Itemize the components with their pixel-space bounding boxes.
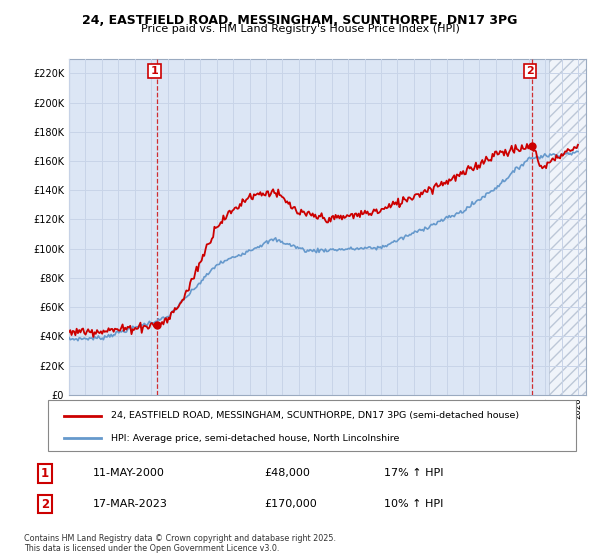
Text: 10% ↑ HPI: 10% ↑ HPI <box>384 499 443 509</box>
Text: 2: 2 <box>526 66 533 76</box>
Text: 1: 1 <box>41 466 49 480</box>
Text: Contains HM Land Registry data © Crown copyright and database right 2025.
This d: Contains HM Land Registry data © Crown c… <box>24 534 336 553</box>
FancyBboxPatch shape <box>48 400 576 451</box>
Text: 17-MAR-2023: 17-MAR-2023 <box>93 499 168 509</box>
Bar <box>549 59 600 395</box>
Text: 17% ↑ HPI: 17% ↑ HPI <box>384 468 443 478</box>
Text: Price paid vs. HM Land Registry's House Price Index (HPI): Price paid vs. HM Land Registry's House … <box>140 24 460 34</box>
Text: HPI: Average price, semi-detached house, North Lincolnshire: HPI: Average price, semi-detached house,… <box>112 433 400 443</box>
Text: £170,000: £170,000 <box>264 499 317 509</box>
Text: 11-MAY-2000: 11-MAY-2000 <box>93 468 165 478</box>
Text: 1: 1 <box>151 66 158 76</box>
Text: 24, EASTFIELD ROAD, MESSINGHAM, SCUNTHORPE, DN17 3PG: 24, EASTFIELD ROAD, MESSINGHAM, SCUNTHOR… <box>82 14 518 27</box>
Text: 24, EASTFIELD ROAD, MESSINGHAM, SCUNTHORPE, DN17 3PG (semi-detached house): 24, EASTFIELD ROAD, MESSINGHAM, SCUNTHOR… <box>112 411 520 420</box>
Text: £48,000: £48,000 <box>264 468 310 478</box>
Text: 2: 2 <box>41 497 49 511</box>
